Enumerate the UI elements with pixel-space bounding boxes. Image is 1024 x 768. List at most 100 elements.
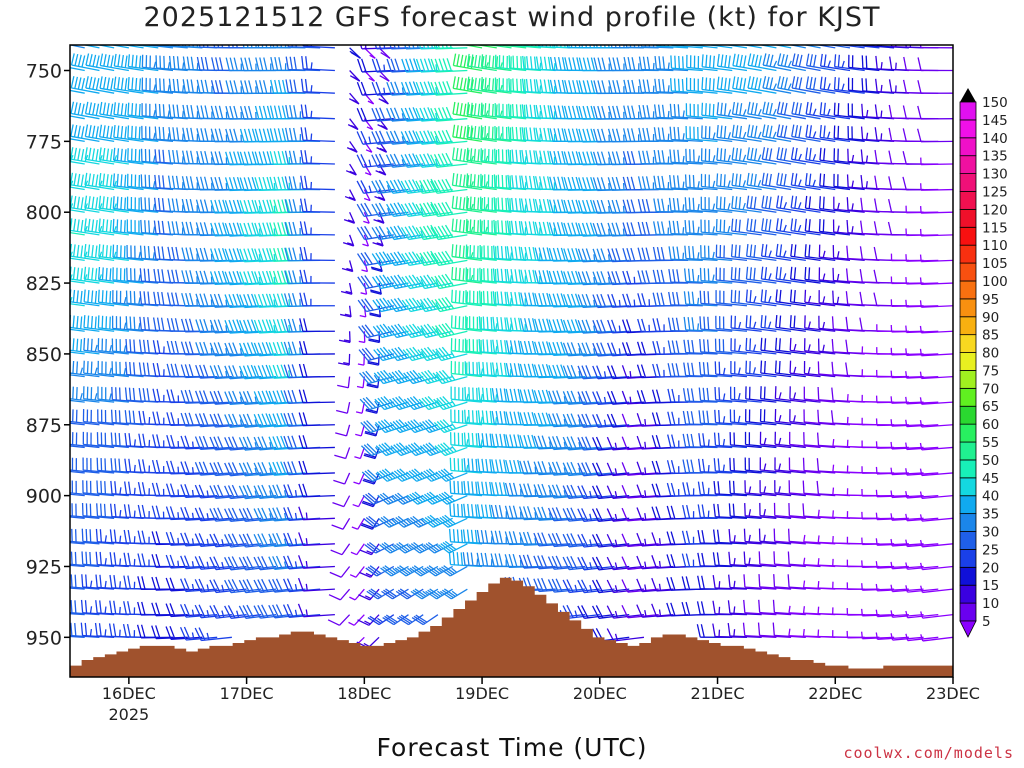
wind-barb-flag <box>243 105 249 120</box>
wind-barb-flag <box>505 411 510 425</box>
wind-barb-half-flag <box>368 185 372 193</box>
wind-barb-flag <box>369 565 382 575</box>
wind-barb <box>504 553 541 568</box>
wind-barb <box>112 196 144 213</box>
wind-barb-flag <box>148 197 151 211</box>
wind-barb-flag <box>89 551 92 565</box>
wind-barb-flag <box>448 528 452 542</box>
wind-barb-flag <box>400 227 410 240</box>
wind-barb-staff <box>216 614 247 619</box>
wind-barb <box>70 528 100 545</box>
wind-barb-flag <box>491 482 495 496</box>
wind-barb <box>70 516 85 519</box>
wind-barb <box>166 412 203 427</box>
wind-barb-staff <box>99 136 129 143</box>
wind-barb-flag <box>381 443 393 454</box>
wind-barb-flag <box>379 75 390 82</box>
wind-barb-flag <box>382 566 394 576</box>
wind-barb-staff <box>303 91 335 94</box>
wind-barb-flag <box>124 481 128 495</box>
wind-barb-flag <box>194 533 202 547</box>
wind-barb-flag <box>209 556 217 570</box>
wind-barb-flag <box>470 102 473 116</box>
wind-barb-flag <box>100 31 102 43</box>
wind-barb-flag <box>275 604 284 618</box>
wind-barb <box>82 409 115 426</box>
wind-barb-half-flag <box>434 158 438 166</box>
wind-barb-half-flag <box>365 572 372 577</box>
wind-barb-flag <box>525 175 529 189</box>
wind-barb-flag <box>523 412 529 426</box>
wind-barb-flag <box>391 471 403 482</box>
wind-barb-flag <box>272 364 279 379</box>
wind-barb-flag <box>124 410 128 424</box>
wind-barb-flag <box>180 578 187 592</box>
wind-barb-half-flag <box>152 252 156 260</box>
wind-barb-flag <box>153 291 157 305</box>
wind-barb-flag <box>98 195 102 209</box>
wind-barb-flag <box>144 220 147 234</box>
wind-barb-flag <box>302 363 308 378</box>
wind-barb <box>180 389 218 404</box>
wind-barb-flag <box>426 202 435 216</box>
wind-barb-flag <box>104 32 106 44</box>
wind-barb-flag <box>504 340 508 354</box>
wind-barb-flag <box>496 268 500 282</box>
wind-barb <box>166 434 203 449</box>
wind-barb-flag <box>523 363 529 378</box>
wind-barb-flag <box>165 483 172 497</box>
wind-barb <box>533 555 571 570</box>
wind-barb-flag <box>81 78 86 90</box>
wind-barb-half-flag <box>383 87 386 95</box>
wind-barb-flag <box>40 244 41 256</box>
wind-barb-flag <box>408 470 420 481</box>
wind-barb-flag <box>495 459 499 473</box>
wind-barb-flag <box>110 480 113 494</box>
wind-barb <box>361 495 380 508</box>
wind-barb-half-flag <box>55 297 57 304</box>
wind-barb-flag <box>210 177 216 191</box>
wind-barb-half-flag <box>539 110 542 119</box>
wind-barb-flag <box>273 222 279 236</box>
wind-barb <box>465 267 497 284</box>
wind-barb-flag <box>261 365 268 379</box>
wind-barb-flag <box>49 32 52 44</box>
wind-barb-flag <box>214 128 220 142</box>
wind-barb-flag <box>189 270 194 284</box>
wind-barb-flag <box>186 79 190 93</box>
wind-barb-flag <box>484 504 489 518</box>
wind-barb-flag <box>298 555 304 569</box>
wind-barb-flag <box>518 221 522 235</box>
wind-barb-flag <box>199 341 205 356</box>
wind-barb-flag <box>413 468 426 479</box>
wind-barb-flag <box>474 54 478 68</box>
wind-barb-staff <box>481 88 512 94</box>
wind-barb-flag <box>102 102 107 115</box>
wind-barb-flag <box>268 556 276 570</box>
wind-barb-flag <box>412 107 419 121</box>
wind-barb-staff <box>185 375 218 379</box>
wind-barb-staff <box>441 353 468 362</box>
wind-barb-flag <box>139 291 143 305</box>
wind-barb-flag <box>151 459 157 474</box>
wind-barb-flag <box>462 552 466 566</box>
wind-barb-flag <box>45 31 48 43</box>
wind-barb-flag <box>239 342 246 357</box>
wind-barb-half-flag <box>349 574 357 578</box>
wind-barb-flag <box>455 173 459 186</box>
wind-barb-flag <box>172 104 176 118</box>
wind-barb-flag <box>91 148 96 161</box>
wind-barb-flag <box>217 293 224 308</box>
wind-barb-flag <box>51 317 52 329</box>
wind-barb-flag <box>362 371 373 384</box>
wind-barb-staff <box>363 47 376 59</box>
wind-barb-flag <box>518 292 522 306</box>
wind-barb-flag <box>471 32 473 44</box>
wind-barb-flag <box>356 131 364 145</box>
wind-barb-flag <box>517 363 522 377</box>
wind-barb-flag <box>395 420 407 431</box>
wind-barb-flag <box>395 590 408 600</box>
wind-barb-flag <box>239 222 245 237</box>
wind-barb-flag <box>251 176 257 191</box>
wind-barb-flag <box>95 103 100 116</box>
